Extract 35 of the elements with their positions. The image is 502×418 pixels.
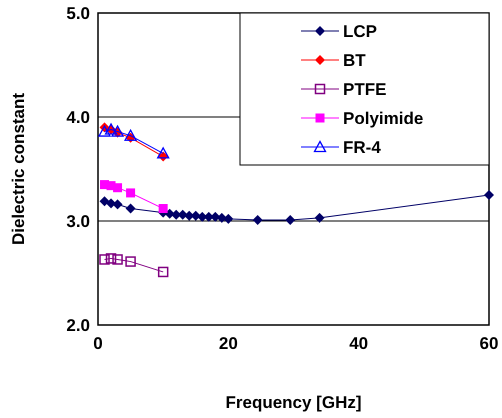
point (126, 204, 136, 214)
y-axis-title: Dielectric constant (9, 92, 28, 246)
point (112, 254, 123, 265)
legend-label: LCP (343, 22, 377, 41)
point (126, 188, 136, 198)
x-axis-title: Frequency [GHz] (225, 393, 362, 412)
point (113, 183, 122, 192)
y-tick-label: 5.0 (66, 4, 90, 23)
x-tick-label: 40 (349, 334, 368, 353)
y-tick-label: 3.0 (66, 212, 90, 231)
point (98, 125, 111, 137)
point (100, 196, 110, 206)
x-tick-label: 20 (218, 334, 238, 353)
point (125, 256, 136, 267)
point (314, 212, 325, 223)
point (223, 214, 234, 224)
y-tick-label: 4.0 (66, 108, 90, 127)
point (112, 199, 123, 210)
legend-label: FR-4 (343, 138, 382, 157)
point (111, 125, 124, 137)
point (252, 214, 263, 225)
point (158, 204, 168, 214)
point (99, 254, 110, 265)
point (285, 214, 296, 225)
point (157, 147, 170, 159)
point (484, 190, 494, 200)
legend-label: Polyimide (343, 108, 424, 128)
point (124, 130, 137, 141)
x-tick-label: 60 (480, 334, 498, 353)
y-tick-label: 2.0 (66, 316, 90, 335)
point (106, 253, 116, 264)
x-tick-label: 0 (93, 334, 103, 353)
legend-label: BT (343, 50, 366, 70)
point (158, 266, 168, 278)
legend-label: PTFE (343, 80, 386, 99)
